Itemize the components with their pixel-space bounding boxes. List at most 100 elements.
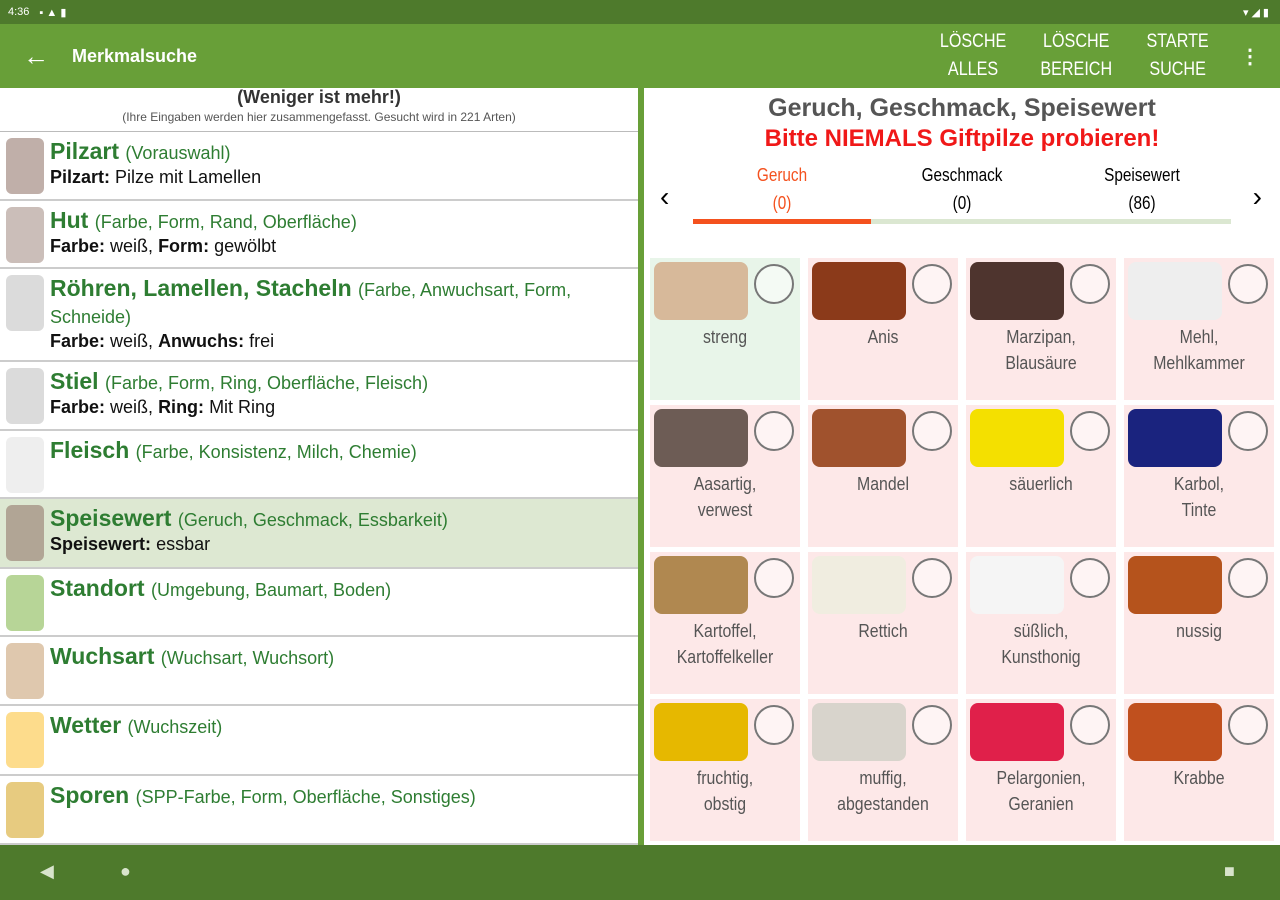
- nav-recents-icon[interactable]: ■: [1224, 861, 1235, 881]
- option-cell[interactable]: Pelargonien, Geranien: [966, 699, 1116, 841]
- criteria-row[interactable]: Sporen (SPP-Farbe, Form, Oberfläche, Son…: [0, 776, 638, 845]
- option-radio[interactable]: [1070, 705, 1110, 745]
- option-cell[interactable]: streng: [650, 258, 800, 400]
- field-value: weiß,: [110, 236, 154, 256]
- criteria-row[interactable]: Speisewert (Geruch, Geschmack, Essbarkei…: [0, 499, 638, 569]
- row-subtitle: (Umgebung, Baumart, Boden): [150, 580, 392, 600]
- field-value: gewölbt: [214, 236, 277, 256]
- clear-section-button[interactable]: LÖSCHE BEREICH: [1041, 28, 1113, 84]
- option-cell[interactable]: muffig, abgestanden: [808, 699, 958, 841]
- field-value: Mit Ring: [209, 397, 276, 417]
- option-radio[interactable]: [912, 705, 952, 745]
- tab-indicator: [693, 219, 1231, 224]
- clock: 4:36: [8, 6, 30, 18]
- option-radio[interactable]: [1070, 264, 1110, 304]
- row-summary: Pilzart: Pilze mit Lamellen: [50, 167, 261, 188]
- option-image: [970, 409, 1064, 467]
- more-options-icon[interactable]: ⋮: [1240, 45, 1260, 68]
- nav-back-icon[interactable]: ◀: [40, 861, 54, 881]
- option-radio[interactable]: [912, 558, 952, 598]
- option-image: [812, 409, 906, 467]
- option-image: [654, 556, 748, 614]
- criteria-list: (Weniger ist mehr!) (Ihre Eingaben werde…: [0, 88, 638, 845]
- summary-title: (Weniger ist mehr!): [237, 88, 401, 107]
- start-search-button[interactable]: STARTE SUCHE: [1146, 28, 1208, 84]
- page-title: Merkmalsuche: [72, 45, 198, 66]
- row-title-text: Standort: [50, 575, 145, 601]
- mushroom-icon: [0, 499, 50, 567]
- field-name: Pilzart:: [50, 167, 111, 187]
- label: BEREICH: [1040, 59, 1113, 80]
- option-radio[interactable]: [1070, 411, 1110, 451]
- criteria-row[interactable]: Stiel (Farbe, Form, Ring, Oberfläche, Fl…: [0, 362, 638, 431]
- chevron-left-icon[interactable]: ‹: [660, 181, 670, 212]
- row-title-text: Wuchsart: [50, 643, 155, 669]
- criteria-row[interactable]: Hut (Farbe, Form, Rand, Oberfläche) Farb…: [0, 201, 638, 269]
- tab-geschmack[interactable]: Geschmack (0): [886, 161, 1039, 217]
- criteria-row[interactable]: Wetter (Wuchszeit): [0, 706, 638, 776]
- summary-subtitle: (Ihre Eingaben werden hier zusammengefas…: [122, 110, 516, 124]
- row-summary: Speisewert: essbar: [50, 534, 448, 555]
- option-cell[interactable]: Aasartig, verwest: [650, 405, 800, 547]
- option-cell[interactable]: Kartoffel, Kartoffelkeller: [650, 552, 800, 694]
- option-cell[interactable]: Rettich: [808, 552, 958, 694]
- option-cell[interactable]: fruchtig, obstig: [650, 699, 800, 841]
- option-radio[interactable]: [1228, 558, 1268, 598]
- option-radio[interactable]: [1228, 411, 1268, 451]
- row-subtitle: (SPP-Farbe, Form, Oberfläche, Sonstiges): [135, 787, 476, 807]
- row-title: Fleisch (Farbe, Konsistenz, Milch, Chemi…: [50, 437, 417, 464]
- tab-speisewert[interactable]: Speisewert (86): [1066, 161, 1219, 217]
- option-cell[interactable]: nussig: [1124, 552, 1274, 694]
- option-image: [1128, 556, 1222, 614]
- option-radio[interactable]: [912, 264, 952, 304]
- criteria-row[interactable]: Fleisch (Farbe, Konsistenz, Milch, Chemi…: [0, 431, 638, 499]
- option-label: säuerlich: [1009, 474, 1073, 494]
- criteria-row[interactable]: Pilzart (Vorauswahl) Pilzart: Pilze mit …: [0, 132, 638, 201]
- option-cell[interactable]: Karbol, Tinte: [1124, 405, 1274, 547]
- back-arrow-icon[interactable]: ←: [23, 40, 49, 71]
- row-title-text: Sporen: [50, 782, 130, 808]
- option-cell[interactable]: Marzipan, Blausäure: [966, 258, 1116, 400]
- option-cell[interactable]: Mandel: [808, 405, 958, 547]
- field-value: essbar: [156, 534, 211, 554]
- nav-home-icon[interactable]: ●: [120, 861, 131, 881]
- option-radio[interactable]: [912, 411, 952, 451]
- chevron-right-icon[interactable]: ›: [1252, 181, 1262, 212]
- option-grid: streng Anis Marzipan, Blausäure Mehl, Mehl…: [650, 258, 1274, 841]
- tab-geruch[interactable]: Geruch (0): [706, 161, 859, 217]
- option-label: streng: [702, 327, 748, 347]
- option-cell[interactable]: Anis: [808, 258, 958, 400]
- option-cell[interactable]: säuerlich: [966, 405, 1116, 547]
- label: ALLES: [948, 59, 999, 80]
- field-name: Form:: [158, 236, 210, 256]
- option-image: [970, 262, 1064, 320]
- criteria-row[interactable]: Röhren, Lamellen, Stacheln (Farbe, Anwuc…: [0, 269, 638, 362]
- option-image: [654, 703, 748, 761]
- option-radio[interactable]: [1228, 264, 1268, 304]
- mushroom-icon: [0, 776, 50, 843]
- row-title-text: Pilzart: [50, 138, 120, 164]
- option-radio[interactable]: [754, 705, 794, 745]
- option-radio[interactable]: [754, 264, 794, 304]
- row-title-text: Stiel: [50, 368, 99, 394]
- mushroom-icon: [0, 132, 50, 199]
- option-radio[interactable]: [1228, 705, 1268, 745]
- option-label: süßlich, Kunsthonig: [1001, 621, 1081, 667]
- signal-battery-icon: ▾◢▮: [1242, 6, 1272, 19]
- option-cell[interactable]: Krabbe: [1124, 699, 1274, 841]
- field-value: frei: [249, 331, 275, 351]
- mushroom-icon: [0, 706, 50, 774]
- criteria-row[interactable]: Standort (Umgebung, Baumart, Boden): [0, 569, 638, 637]
- option-radio[interactable]: [754, 411, 794, 451]
- option-cell[interactable]: Mehl, Mehlkammer: [1124, 258, 1274, 400]
- option-cell[interactable]: süßlich, Kunsthonig: [966, 552, 1116, 694]
- row-summary: Farbe: weiß, Anwuchs: frei: [50, 331, 638, 352]
- row-title: Wuchsart (Wuchsart, Wuchsort): [50, 643, 334, 670]
- option-label: nussig: [1176, 621, 1222, 641]
- option-radio[interactable]: [1070, 558, 1110, 598]
- tab-count: (86): [1128, 193, 1156, 213]
- option-radio[interactable]: [754, 558, 794, 598]
- option-label: muffig, abgestanden: [837, 768, 929, 814]
- clear-all-button[interactable]: LÖSCHE ALLES: [940, 28, 1006, 84]
- criteria-row[interactable]: Wuchsart (Wuchsart, Wuchsort): [0, 637, 638, 706]
